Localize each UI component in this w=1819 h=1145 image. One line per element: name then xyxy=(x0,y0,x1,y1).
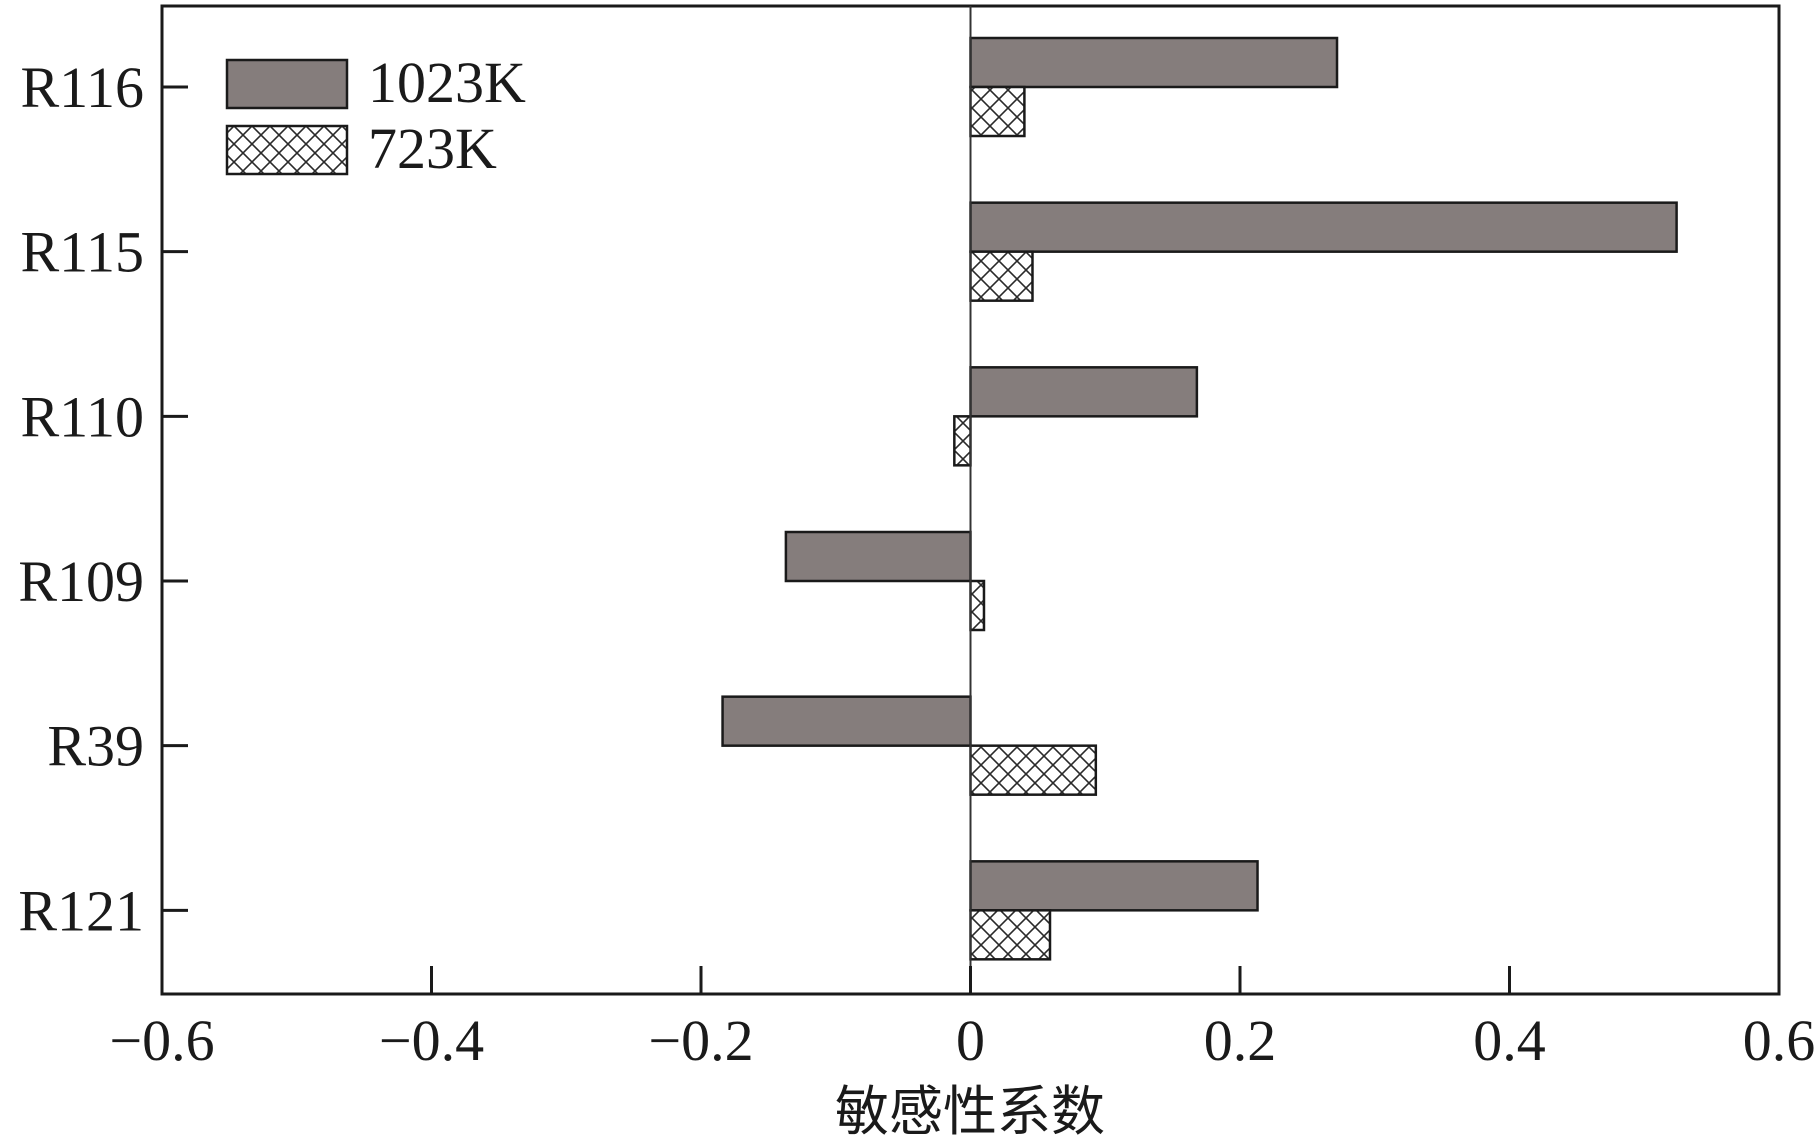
x-axis: −0.6 −0.4 −0.2 0 0.2 0.4 0.6 xyxy=(109,966,1815,1073)
bars-layer xyxy=(721,36,1678,961)
bar-1023K-R121 xyxy=(969,860,1259,912)
y-tick-label: R116 xyxy=(20,55,144,120)
y-tick-label: R121 xyxy=(18,878,144,943)
x-tick-label: 0.4 xyxy=(1473,1008,1546,1073)
x-tick-label: 0.2 xyxy=(1204,1008,1277,1073)
bar-1023K-R110 xyxy=(969,366,1199,418)
legend-label-1023K: 1023K xyxy=(368,50,526,115)
bar-723K-R39 xyxy=(969,744,1098,796)
legend-swatch-1023K xyxy=(225,58,349,110)
x-tick-label: 0 xyxy=(956,1008,985,1073)
bar-723K-R110 xyxy=(953,415,972,467)
x-tick-label: 0.6 xyxy=(1743,1008,1816,1073)
y-tick-label: R109 xyxy=(18,549,144,614)
legend-swatch-723K xyxy=(225,124,349,176)
legend-label-723K: 723K xyxy=(368,116,497,181)
bar-1023K-R116 xyxy=(969,36,1339,89)
x-tick-label: −0.4 xyxy=(379,1008,484,1073)
x-axis-title: 敏感性系数 xyxy=(835,1080,1105,1143)
x-tick-label: −0.6 xyxy=(109,1008,214,1073)
bar-723K-R109 xyxy=(969,579,986,632)
y-tick-label: R110 xyxy=(20,384,144,449)
x-tick-label: −0.2 xyxy=(648,1008,753,1073)
y-tick-label: R39 xyxy=(47,714,144,779)
bar-723K-R115 xyxy=(969,250,1034,302)
y-axis: R116 R115 R110 R109 R39 R121 xyxy=(18,55,188,943)
bar-1023K-R115 xyxy=(969,201,1678,253)
bar-723K-R121 xyxy=(969,909,1052,961)
bar-723K-R116 xyxy=(969,85,1026,138)
bar-1023K-R109 xyxy=(784,530,972,583)
y-tick-label: R115 xyxy=(20,220,144,285)
bar-1023K-R39 xyxy=(721,695,972,747)
